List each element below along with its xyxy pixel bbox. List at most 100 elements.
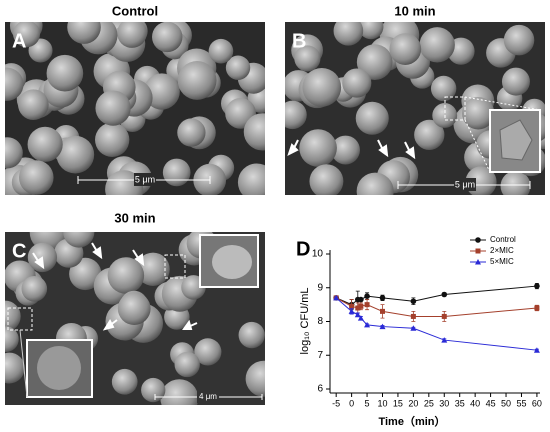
cell — [294, 45, 321, 72]
scale-label: 5 μm — [455, 179, 475, 189]
cell — [285, 100, 307, 130]
y-tick-label: 6 — [317, 384, 323, 395]
marker — [410, 313, 416, 319]
cell — [174, 351, 200, 378]
cell — [430, 75, 457, 102]
cell — [117, 292, 151, 326]
panel-title: 30 min — [114, 210, 155, 225]
marker — [364, 321, 371, 328]
y-tick-label: 7 — [317, 350, 323, 361]
cell — [5, 352, 25, 384]
sem-images — [5, 22, 545, 405]
cell — [21, 275, 48, 302]
marker — [357, 315, 364, 321]
cell — [56, 135, 95, 174]
x-tick-label: 20 — [408, 398, 418, 408]
x-tick-label: 30 — [439, 398, 449, 408]
scale-label-bg — [134, 173, 156, 186]
cell — [358, 22, 384, 40]
scale-label: 5 μm — [135, 174, 155, 184]
cell — [194, 338, 222, 366]
marker — [364, 293, 370, 299]
x-tick-label: 35 — [455, 398, 465, 408]
cell — [117, 22, 147, 48]
legend-label: Control — [490, 235, 516, 244]
cell — [299, 129, 337, 167]
x-tick-label: 55 — [516, 398, 526, 408]
marker — [441, 313, 447, 319]
cell — [63, 232, 95, 248]
x-tick-label: 25 — [424, 398, 434, 408]
marker — [441, 337, 448, 343]
cell — [5, 326, 19, 352]
legend-marker — [475, 248, 481, 254]
y-tick-label: 9 — [317, 282, 323, 293]
cell — [501, 67, 530, 96]
cell — [177, 118, 206, 147]
cell — [160, 379, 199, 405]
marker — [358, 303, 364, 309]
series-line — [335, 297, 537, 317]
cell — [152, 22, 183, 53]
x-tick-label: 45 — [486, 398, 496, 408]
marker — [534, 305, 540, 311]
legend-label: 2×MIC — [490, 246, 514, 255]
cell — [105, 170, 144, 195]
marker — [364, 302, 370, 308]
cell — [342, 68, 372, 98]
scale-label: 4 μm — [199, 392, 217, 401]
cell — [18, 160, 54, 195]
y-tick-label: 8 — [317, 316, 323, 327]
cell — [18, 89, 49, 121]
cell — [107, 257, 145, 294]
cell — [333, 22, 364, 46]
x-tick-label: 50 — [501, 398, 511, 408]
cell — [225, 55, 251, 80]
scale-label-bg — [454, 178, 476, 191]
cell — [331, 135, 360, 165]
cell — [143, 73, 180, 110]
legend-marker — [475, 259, 481, 265]
cell — [95, 90, 131, 126]
y-axis-label: log₁₀ CFU/mL — [299, 288, 311, 355]
cell — [356, 172, 394, 195]
cell — [414, 119, 445, 150]
cell — [141, 377, 166, 403]
x-tick-label: -5 — [332, 398, 340, 408]
cell — [162, 158, 191, 187]
x-axis-label: Time（min） — [378, 415, 445, 428]
cell — [95, 122, 130, 157]
panel-letter: D — [296, 238, 310, 260]
legend-label: 5×MIC — [490, 257, 514, 266]
cell — [27, 126, 63, 162]
x-tick-label: 60 — [532, 398, 542, 408]
panel-letter: A — [12, 30, 26, 52]
cell — [238, 321, 265, 349]
cell — [208, 38, 234, 64]
cell — [69, 257, 102, 291]
cell — [243, 113, 265, 151]
x-tick-label: 5 — [365, 398, 370, 408]
legend-marker — [475, 237, 481, 243]
marker — [349, 303, 355, 309]
panel-title: Control — [112, 3, 158, 18]
marker — [534, 283, 540, 289]
x-tick-label: 15 — [393, 398, 403, 408]
cell — [46, 54, 84, 92]
cell — [111, 368, 138, 395]
marker — [355, 305, 361, 311]
panel-letter: B — [292, 30, 306, 52]
cell — [462, 97, 495, 130]
cell — [419, 27, 455, 63]
cell — [5, 137, 23, 169]
cell — [67, 22, 101, 44]
marker — [533, 347, 540, 353]
cell — [5, 67, 24, 101]
x-tick-label: 0 — [349, 398, 354, 408]
arrows — [32, 139, 416, 331]
y-tick-label: 10 — [312, 249, 324, 260]
cell — [500, 170, 531, 195]
cell — [389, 33, 422, 65]
marker — [379, 295, 386, 301]
